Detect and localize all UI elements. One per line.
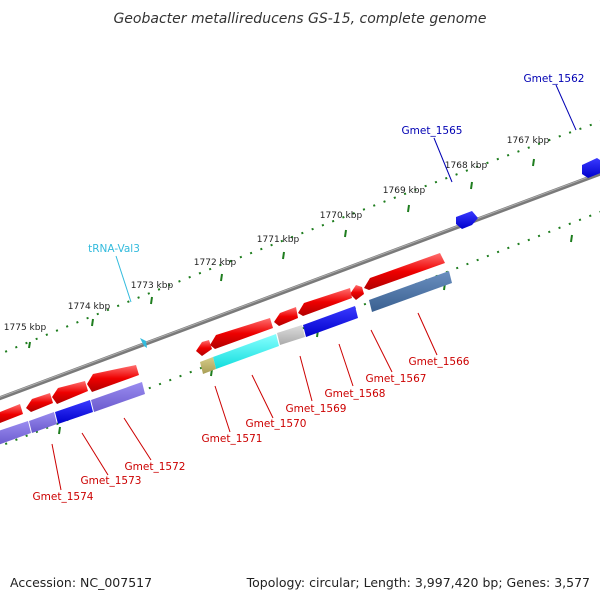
reverse-genes-red (0, 253, 445, 425)
gene-trna-val3[interactable] (140, 338, 147, 348)
gene-gmet-1566-arrow[interactable] (364, 253, 445, 290)
leader-line-gmet-1567 (370, 329, 393, 373)
map-title: Geobacter metallireducens GS-15, complet… (113, 11, 486, 27)
bar-gmet-1573[interactable] (55, 400, 93, 424)
major-tick (470, 181, 473, 190)
leader-line-gmet-1562 (555, 84, 577, 131)
accession-text: Accession: NC_007517 (10, 575, 153, 590)
topology-text: Topology: circular; Length: 3,997,420 bp… (246, 575, 590, 590)
gene-gmet-1575-arrow[interactable] (0, 404, 23, 425)
leader-line-gmet-1573 (81, 432, 109, 476)
major-tick (407, 204, 410, 213)
leader-line-gmet-1566 (417, 312, 438, 356)
kbp-label: 1770 kbp (320, 211, 363, 221)
bar-gmet-1574[interactable] (29, 412, 57, 433)
gene-label-gmet-1565[interactable]: Gmet_1565 (402, 125, 463, 137)
gene-gmet-1565[interactable] (456, 211, 478, 229)
leader-line-gmet-1572 (123, 417, 152, 461)
forward-genes (140, 158, 600, 348)
leader-line-gmet-1570 (251, 374, 274, 419)
gene-label-gmet-1571[interactable]: Gmet_1571 (202, 433, 263, 445)
kbp-labels: 1767 kbp 1768 kbp 1769 kbp 1770 kbp 1771… (4, 136, 550, 333)
major-tick (570, 234, 573, 243)
major-tick (150, 296, 153, 305)
gene-gmet-1567-arrow[interactable] (350, 285, 364, 300)
kbp-label: 1774 kbp (68, 302, 111, 312)
kbp-label: 1773 kbp (131, 281, 174, 291)
major-tick (58, 426, 61, 435)
gene-gmet-1568-arrow[interactable] (298, 288, 352, 316)
gene-gmet-1571-arrow[interactable] (196, 340, 212, 356)
gene-labels: Gmet_1562 Gmet_1565 tRNA-Val3 Gmet_1566 … (33, 73, 585, 503)
bar-gmet-1570[interactable] (213, 334, 279, 369)
major-tick (282, 251, 285, 260)
major-tick (91, 318, 94, 327)
gene-gmet-1572-arrow[interactable] (87, 365, 139, 392)
gene-label-gmet-1567[interactable]: Gmet_1567 (366, 373, 427, 385)
gene-gmet-1573-arrow[interactable] (52, 381, 88, 404)
gene-gmet-1562[interactable] (582, 158, 600, 178)
bar-gmet-1569[interactable] (277, 325, 305, 345)
bar-gmet-1568[interactable] (303, 306, 358, 337)
major-tick (344, 229, 347, 238)
major-tick (220, 273, 223, 282)
kbp-label: 1767 kbp (507, 136, 550, 146)
gene-gmet-1569-arrow[interactable] (274, 307, 298, 326)
kbp-label: 1772 kbp (194, 258, 237, 268)
kbp-label: 1768 kbp (445, 161, 488, 171)
annotation-bars (0, 271, 452, 446)
leader-line-gmet-1571 (214, 385, 231, 433)
gene-label-gmet-1572[interactable]: Gmet_1572 (125, 461, 186, 473)
major-tick (28, 341, 31, 349)
gene-label-gmet-1568[interactable]: Gmet_1568 (325, 388, 386, 400)
bar-gmet-1566[interactable] (369, 271, 452, 312)
bar-gmet-1575[interactable] (0, 421, 31, 446)
gene-gmet-1570-arrow[interactable] (210, 318, 273, 349)
gene-label-gmet-1574[interactable]: Gmet_1574 (33, 491, 94, 503)
gene-label-gmet-1566[interactable]: Gmet_1566 (409, 356, 470, 368)
kbp-label: 1775 kbp (4, 323, 47, 333)
outer-tick-track (0, 120, 600, 356)
gene-label-gmet-1573[interactable]: Gmet_1573 (81, 475, 142, 487)
leader-line-trna-val3 (115, 255, 132, 303)
bar-gmet-1571[interactable] (200, 357, 216, 374)
bar-gmet-1572[interactable] (91, 382, 145, 412)
gene-label-trna-val3[interactable]: tRNA-Val3 (88, 243, 140, 255)
major-tick (532, 158, 535, 167)
gene-label-gmet-1569[interactable]: Gmet_1569 (286, 403, 347, 415)
leader-line-gmet-1565 (433, 137, 453, 183)
kbp-label: 1771 kbp (257, 235, 300, 245)
gene-label-gmet-1570[interactable]: Gmet_1570 (246, 418, 307, 430)
leader-line-gmet-1574 (51, 443, 62, 491)
leader-line-gmet-1569 (299, 355, 313, 402)
gene-gmet-1574-arrow[interactable] (26, 393, 53, 412)
kbp-label: 1769 kbp (383, 186, 426, 196)
leader-line-gmet-1568 (338, 343, 354, 387)
gene-label-gmet-1562[interactable]: Gmet_1562 (524, 73, 585, 85)
